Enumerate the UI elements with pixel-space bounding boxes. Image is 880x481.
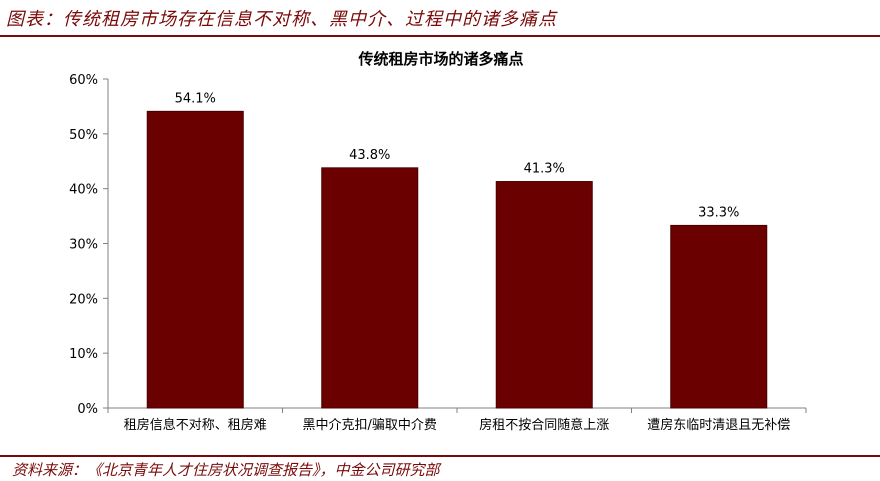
y-tick-label: 20% <box>69 292 98 307</box>
source-note: 资料来源：《北京青年人才住房状况调查报告》，中金公司研究部 <box>12 461 440 479</box>
x-tick-label: 租房信息不对称、租房难 <box>124 417 267 433</box>
bar-chart: 传统租房市场的诸多痛点 0% 10% 20% 30% 40% 50% 60% 54.1% 租房… <box>69 50 807 433</box>
figure-title: 图表：传统租房市场存在信息不对称、黑中介、过程中的诸多痛点 <box>6 9 557 30</box>
bar <box>146 110 244 409</box>
data-label: 33.3% <box>698 205 739 220</box>
top-divider <box>0 35 880 37</box>
data-label: 41.3% <box>524 162 565 177</box>
y-tick-label: 10% <box>69 347 98 362</box>
y-tick-label: 30% <box>69 238 98 253</box>
data-label: 43.8% <box>349 148 390 163</box>
chart-title: 传统租房市场的诸多痛点 <box>357 50 523 68</box>
x-tick-label: 遭房东临时清退且无补偿 <box>647 417 790 433</box>
x-tick-label: 房租不按合同随意上涨 <box>479 417 609 433</box>
chart-labels: 54.1% 租房信息不对称、租房难 43.8% 黑中介克扣/骗取中介费 41.3% 房租不… <box>124 91 791 433</box>
y-tick-label: 50% <box>69 128 98 143</box>
data-label: 54.1% <box>175 91 216 106</box>
bar <box>321 167 419 409</box>
bar <box>495 181 593 409</box>
y-tick-label: 60% <box>69 73 98 88</box>
bar <box>670 224 768 409</box>
bottom-divider <box>0 455 880 457</box>
x-tick-label: 黑中介克扣/骗取中介费 <box>303 418 437 433</box>
y-tick-label: 0% <box>77 402 98 417</box>
y-tick-label: 40% <box>69 183 98 198</box>
chart-bars <box>146 110 768 409</box>
